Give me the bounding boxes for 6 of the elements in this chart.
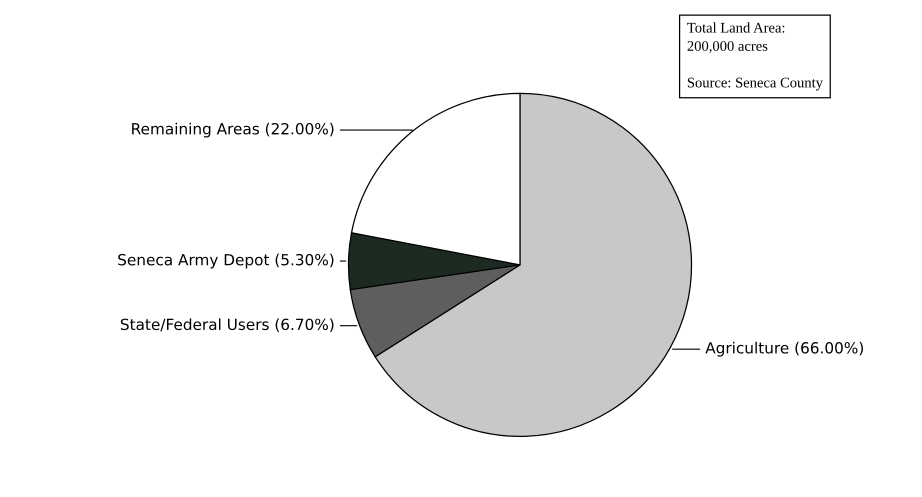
slice-label: Remaining Areas (22.00%) [132,122,334,138]
source-note: Source: Seneca County [688,78,823,90]
text: Total Land Area: 200,000 acres [687,22,784,54]
slice-label: State/Federal Users (6.70%) [120,318,334,332]
slice-label: Seneca Army Depot (5.30%) [118,254,334,268]
slice-label: Agriculture (66.00%) [705,342,863,357]
